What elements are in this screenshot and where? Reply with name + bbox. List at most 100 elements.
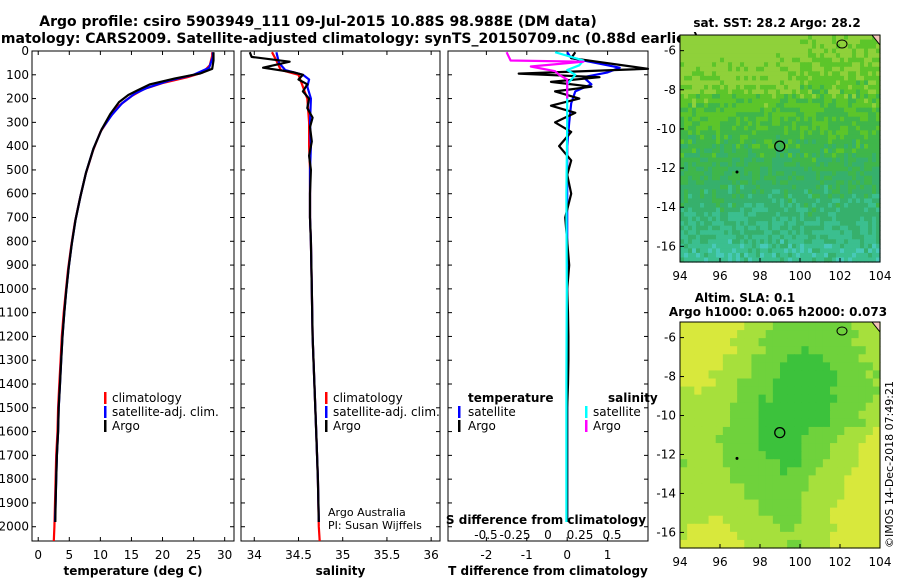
field-cell (720, 184, 725, 190)
field-cell (708, 243, 713, 249)
field-cell (812, 216, 817, 222)
field-cell (700, 39, 705, 45)
field-cell (728, 57, 733, 63)
field-cell (788, 35, 793, 41)
field-cell (858, 330, 867, 339)
field-cell (844, 402, 853, 412)
field-cell (840, 80, 845, 86)
field-cell (776, 248, 781, 254)
field-cell (732, 80, 737, 86)
field-cell (700, 125, 705, 131)
field-cell (852, 189, 857, 195)
field-cell (858, 370, 867, 380)
field-cell (784, 62, 789, 68)
field-cell (688, 98, 693, 104)
field-cell (812, 234, 817, 240)
field-cell (836, 39, 841, 45)
field-cell (760, 66, 765, 72)
field-cell (816, 134, 821, 141)
field-cell (840, 252, 845, 259)
field-cell (804, 175, 809, 181)
field-cell (815, 322, 824, 331)
field-cell (788, 80, 793, 86)
field-cell (772, 435, 781, 444)
field-cell (868, 239, 873, 245)
legend-label: satellite (593, 405, 641, 419)
field-cell (828, 184, 833, 190)
field-cell (764, 193, 769, 200)
field-cell (828, 180, 833, 186)
field-cell (796, 116, 801, 122)
field-cell (801, 523, 810, 533)
field-cell (776, 134, 781, 141)
field-cell (815, 475, 824, 485)
field-cell (720, 243, 725, 249)
field-cell (708, 451, 717, 460)
field-cell (784, 48, 789, 54)
field-cell (740, 84, 745, 91)
field-cell (736, 248, 741, 254)
field-cell (864, 162, 869, 168)
field-cell (858, 338, 867, 347)
field-cell (680, 467, 688, 476)
field-cell (688, 234, 693, 240)
field-cell (856, 89, 861, 95)
field-cell (724, 189, 729, 195)
field-cell (804, 112, 809, 118)
field-cell (760, 103, 765, 109)
field-cell (768, 53, 773, 59)
field-cell (712, 157, 717, 163)
field-cell (808, 239, 813, 245)
field-cell (765, 459, 774, 468)
field-cell (851, 539, 860, 549)
field-cell (800, 189, 805, 195)
field-cell (784, 216, 789, 222)
field-cell (704, 57, 709, 63)
field-cell (876, 184, 881, 190)
field-cell (701, 483, 710, 493)
field-cell (788, 153, 793, 159)
field-cell (680, 370, 688, 380)
field-cell (868, 107, 873, 113)
field-cell (792, 35, 797, 41)
field-cell (784, 130, 789, 136)
field-cell (836, 134, 841, 141)
field-cell (748, 94, 753, 100)
field-cell (820, 44, 825, 50)
field-cell (828, 116, 833, 122)
field-cell (816, 98, 821, 104)
field-cell (848, 103, 853, 109)
field-cell (756, 84, 761, 91)
field-cell (844, 507, 853, 517)
field-cell (868, 252, 873, 259)
field-cell (848, 98, 853, 104)
field-cell (780, 112, 785, 118)
field-cell (772, 103, 777, 109)
field-cell (832, 66, 837, 72)
field-cell (800, 62, 805, 68)
field-cell (700, 80, 705, 86)
field-cell (758, 475, 767, 485)
field-cell (776, 184, 781, 190)
field-cell (840, 75, 845, 81)
field-cell (780, 216, 785, 222)
field-cell (780, 539, 788, 549)
field-cell (765, 410, 774, 420)
field-cell (696, 98, 701, 104)
field-cell (740, 189, 745, 195)
field-cell (780, 507, 788, 517)
field-cell (760, 248, 765, 254)
field-cell (751, 467, 760, 476)
field-cell (748, 121, 753, 127)
field-cell (844, 80, 849, 86)
field-cell (872, 62, 877, 68)
field-cell (722, 426, 731, 436)
field-cell (712, 80, 717, 86)
field-cell (748, 112, 753, 118)
field-cell (680, 507, 688, 517)
field-cell (804, 202, 809, 209)
field-cell (836, 89, 841, 95)
field-cell (724, 107, 729, 113)
field-cell (852, 252, 857, 259)
field-cell (792, 248, 797, 254)
